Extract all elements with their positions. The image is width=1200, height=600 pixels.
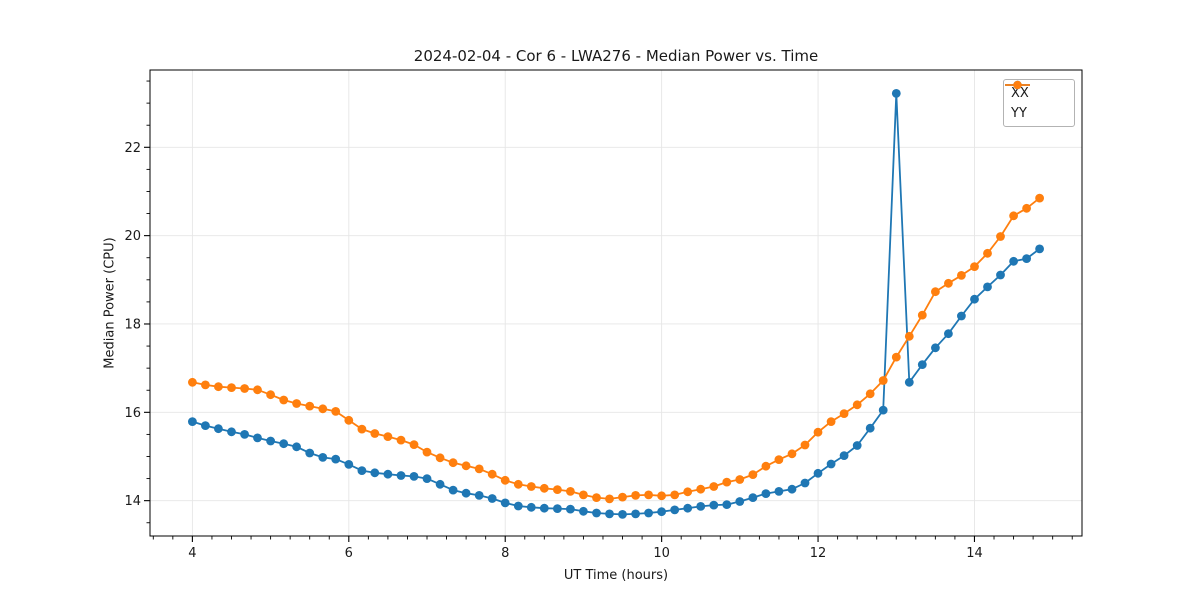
svg-text:14: 14 xyxy=(966,546,983,561)
svg-text:16: 16 xyxy=(124,406,141,421)
chart-title: 2024-02-04 - Cor 6 - LWA276 - Median Pow… xyxy=(413,47,819,65)
svg-text:14: 14 xyxy=(124,494,141,509)
legend-item-yy: YY xyxy=(1004,80,1074,122)
svg-text:10: 10 xyxy=(653,546,670,561)
legend-line-marker-icon xyxy=(1005,80,1030,90)
svg-text:20: 20 xyxy=(124,229,141,244)
legend-label: XX xyxy=(1011,85,1029,101)
legend-label: YY xyxy=(1011,105,1027,121)
svg-text:8: 8 xyxy=(501,546,509,561)
y-axis-label: Median Power (CPU) xyxy=(102,237,118,369)
svg-text:6: 6 xyxy=(345,546,353,561)
svg-text:22: 22 xyxy=(124,141,141,156)
series-xx-markers xyxy=(188,89,1044,519)
series-yy-markers xyxy=(188,193,1044,504)
plot-border xyxy=(149,69,1083,537)
legend: XX YY xyxy=(1003,79,1075,127)
svg-text:18: 18 xyxy=(124,317,141,332)
series-yy-line xyxy=(192,197,1041,500)
x-tick-labels: 4 6 8 10 12 14 xyxy=(188,546,982,561)
gridlines xyxy=(150,70,1082,536)
x-axis-label: UT Time (hours) xyxy=(563,568,669,583)
y-tick-labels: 14 16 18 20 22 xyxy=(124,141,141,509)
svg-text:12: 12 xyxy=(810,546,827,561)
series-xx-line xyxy=(192,92,1041,516)
svg-text:4: 4 xyxy=(188,546,196,561)
axis-ticks xyxy=(144,80,1073,542)
